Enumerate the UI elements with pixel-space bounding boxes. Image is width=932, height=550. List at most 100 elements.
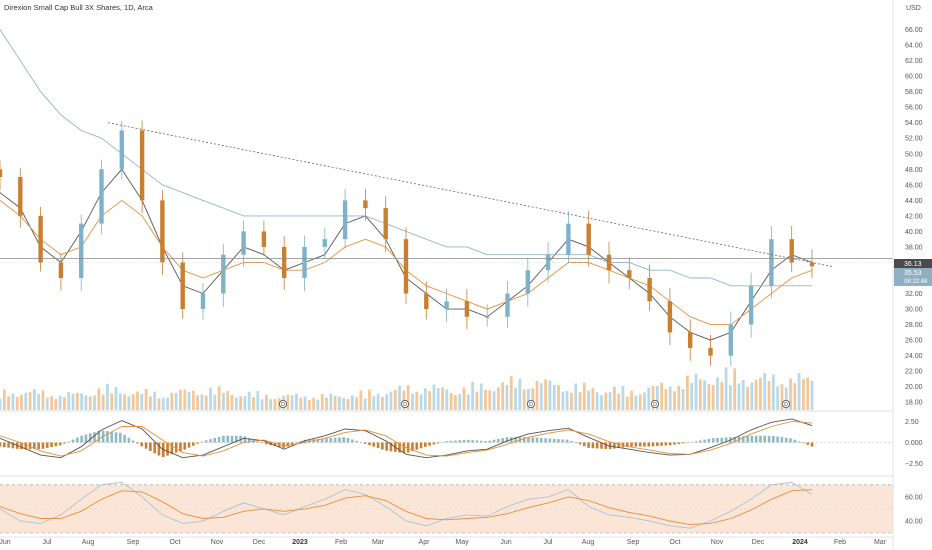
candle-body[interactable] <box>647 278 652 302</box>
macd-histogram-bar <box>638 442 642 447</box>
volume-bar <box>333 395 337 410</box>
dividend-marker[interactable]: D <box>278 399 287 408</box>
dividend-marker[interactable]: D <box>527 399 536 408</box>
candle-body[interactable] <box>383 208 388 240</box>
volume-bar <box>67 392 71 410</box>
candle-body[interactable] <box>505 293 510 317</box>
candle-body[interactable] <box>708 347 713 356</box>
current-price-tag-bg <box>894 268 932 286</box>
macd-histogram-bar <box>587 442 590 448</box>
volume-bar <box>359 390 363 410</box>
candle-body[interactable] <box>789 239 794 263</box>
macd-histogram-bar <box>260 442 264 444</box>
candle-body[interactable] <box>302 246 307 278</box>
volume-bar <box>50 396 53 410</box>
volume-bar <box>565 391 569 410</box>
macd-histogram-bar <box>436 442 440 444</box>
candle-body[interactable] <box>342 200 348 240</box>
candle-body[interactable] <box>627 270 632 278</box>
candle-body[interactable] <box>424 293 429 310</box>
candle-body[interactable] <box>0 169 3 178</box>
candle-body[interactable] <box>728 324 733 356</box>
volume-bar <box>54 399 58 410</box>
volume-bar <box>621 385 625 410</box>
candle-body[interactable] <box>809 262 815 267</box>
time-tick-label: Mar <box>372 539 385 546</box>
candle-body[interactable] <box>139 130 145 201</box>
candle-body[interactable] <box>485 316 490 318</box>
macd-histogram-bar <box>71 439 75 443</box>
macd-histogram-bar <box>222 435 225 443</box>
macd-histogram-bar <box>192 442 195 446</box>
price-tick-label: 42.00 <box>905 213 923 220</box>
candle-body[interactable] <box>38 215 43 263</box>
candle-body[interactable] <box>363 200 368 209</box>
candle-body[interactable] <box>545 254 551 271</box>
candle-body[interactable] <box>58 262 64 278</box>
candle-body[interactable] <box>444 301 449 310</box>
candle-body[interactable] <box>688 332 693 348</box>
rsi-pane[interactable] <box>0 481 893 534</box>
time-tick-label: Jul <box>544 539 553 546</box>
macd-histogram-bar <box>174 442 178 453</box>
macd-histogram-bar <box>656 442 659 447</box>
volume-bar <box>518 378 522 410</box>
candle-body[interactable] <box>241 231 246 255</box>
candle-body[interactable] <box>586 223 591 255</box>
macd-histogram-bar <box>810 442 814 447</box>
macd-histogram-bar <box>67 441 71 443</box>
volume-bar <box>93 395 96 410</box>
candle-body[interactable] <box>160 200 165 263</box>
macd-histogram-bar <box>290 442 294 445</box>
macd-histogram-bar <box>187 442 191 448</box>
volume-bar <box>187 391 191 410</box>
candle-body[interactable] <box>322 239 327 247</box>
dividend-marker[interactable]: D <box>400 399 409 408</box>
candle-body[interactable] <box>18 177 23 216</box>
macd-histogram-bar <box>780 437 784 443</box>
volume-bar <box>604 392 608 410</box>
volume-bar <box>746 387 749 410</box>
candle-body[interactable] <box>403 239 409 294</box>
candle-body[interactable] <box>180 262 185 310</box>
candle-body[interactable] <box>525 270 530 294</box>
macd-histogram-bar <box>234 435 238 443</box>
volume-bar <box>806 377 810 410</box>
time-tick-label: Aug <box>82 539 95 546</box>
volume-bar <box>754 379 758 410</box>
trendline[interactable] <box>107 122 833 267</box>
volume-bar <box>24 392 28 410</box>
candle-body[interactable] <box>99 169 104 224</box>
candle-body[interactable] <box>261 231 267 247</box>
candle-body[interactable] <box>667 301 673 333</box>
price-tick-label: 58.00 <box>905 89 923 96</box>
dividend-marker-letter: D <box>403 402 407 408</box>
candle-body[interactable] <box>221 254 226 294</box>
volume-bar <box>763 372 767 410</box>
volume-bar <box>441 387 444 410</box>
dividend-marker-letter: D <box>281 402 285 408</box>
candle-body[interactable] <box>200 293 206 310</box>
volume-bar <box>587 390 590 410</box>
candle-body[interactable] <box>79 223 84 278</box>
volume-bar <box>797 373 801 410</box>
volume-bar <box>88 396 92 410</box>
dividend-marker[interactable]: D <box>651 399 660 408</box>
candle-body[interactable] <box>119 130 124 170</box>
candle-body[interactable] <box>464 301 470 317</box>
volume-bar <box>299 397 303 410</box>
rsi-tick-label: 40.00 <box>905 518 923 525</box>
volume-bar <box>432 384 436 410</box>
volume-bar <box>776 386 780 410</box>
candle-body[interactable] <box>566 223 571 255</box>
macd-histogram-bar <box>488 440 492 443</box>
volume-bar <box>737 383 741 410</box>
candle-body[interactable] <box>282 246 287 278</box>
macd-pane[interactable] <box>0 418 893 459</box>
candle-body[interactable] <box>748 285 754 325</box>
macd-histogram-bar <box>346 438 350 443</box>
price-tick-label: 30.00 <box>905 307 923 314</box>
dividend-marker[interactable]: D <box>782 399 791 408</box>
